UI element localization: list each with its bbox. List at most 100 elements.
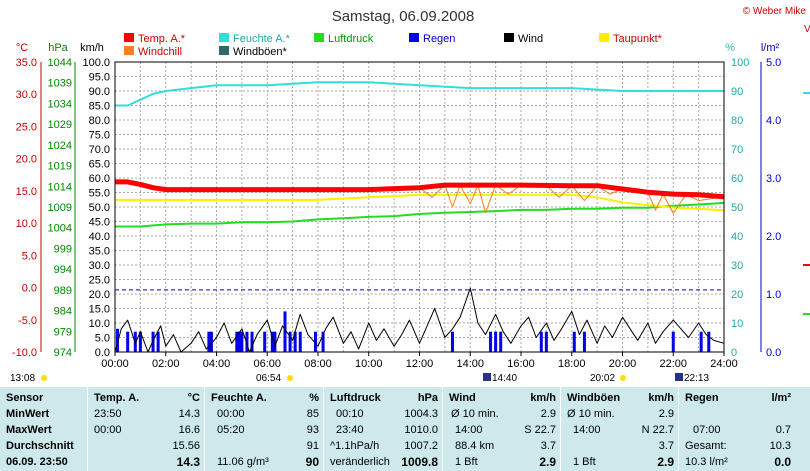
pressure-tick-label: 989 [54,285,72,297]
wind-tick-label: 75.0 [89,130,110,142]
humidity-tick-label: 40 [731,231,743,243]
temperature-line [115,179,725,200]
chart-title: Samstag, 06.09.2008 [332,8,475,25]
rain-bar [138,331,142,352]
wind-tick-label: 55.0 [89,188,110,200]
wind-axis-unit: km/h [80,42,104,54]
stats-wind-value: S 22.7 [524,424,556,436]
humidity-tick-label: 60 [731,173,743,185]
legend-swatch-rain [409,33,419,42]
wind-tick-label: 65.0 [89,159,110,171]
stats-rain-total: 10.3 l/m² [685,456,728,468]
stats-wind-label: Ø 10 min. [451,408,499,420]
legend-label-rain: Regen [423,33,455,45]
legend-swatch-windchill [124,46,134,55]
x-tick-label: 00:00 [101,358,129,370]
weather-chart: Samstag, 06.09.2008 © Weber Mike V °C hP… [10,6,810,384]
temp-tick-label: 30.0 [16,89,37,101]
stats-humidity-time: 05:20 [217,424,245,436]
pressure-tick-label: 1009 [48,202,72,214]
x-tick-label: 08:00 [304,358,332,370]
rain-bar [544,331,548,352]
temp-tick-label: 10.0 [16,218,37,230]
stats-wind-beaufort: 1 Bft [455,456,478,468]
stats-sensor-row: Durchschnitt [6,440,74,452]
stats-gusts-unit: km/h [648,392,674,404]
legend-swatch-dewpoint [599,33,609,42]
rain-bar [288,331,292,352]
temp-tick-label: 5.0 [22,250,37,262]
rain-bar [116,328,120,352]
stats-pressure-value: 1004.3 [404,408,438,420]
wind-tick-label: 30.0 [89,260,110,272]
stats-gusts-value: 2.9 [658,408,674,420]
humidity-tick-label: 10 [731,318,743,330]
rain-bar [313,331,317,352]
rain-bar [699,331,703,352]
pressure-tick-label: 999 [54,243,72,255]
rain-bar [321,331,325,352]
rain-bar [126,331,130,352]
rain-bar [707,331,711,352]
x-tick-label: 14:00 [456,358,484,370]
rain-tick-label: 2.0 [766,231,781,243]
pressure-tick-label: 1044 [48,57,72,69]
stats-gusts-header: Windböen [567,392,621,404]
stats-gusts-label: Ø 10 min. [567,408,615,420]
stats-col-humidity: Feuchte A. % 00:00 85 05:20 93 91 11.06 … [204,387,323,471]
stats-gusts-time: 14:00 [573,424,601,436]
rain-axis-unit: l/m² [761,42,780,54]
x-tick-label: 18:00 [558,358,586,370]
temp-tick-label: 0.0 [22,283,37,295]
humidity-tick-label: 20 [731,289,743,301]
stats-humidity-value: 93 [306,424,319,436]
temp-tick-label: 15.0 [16,186,37,198]
stats-col-wind: Wind km/h Ø 10 min. 2.9 14:00 S 22.7 88.… [442,387,560,471]
stats-pressure-unit: hPa [417,392,438,404]
stats-wind-value: 3.7 [540,440,556,452]
humidity-tick-label: 80 [731,115,743,127]
rain-bar [450,331,454,352]
wind-tick-label: 90.0 [89,86,110,98]
sunset-icon [620,375,626,381]
stats-temp-unit: °C [187,392,200,404]
stats-temp-value: 15.56 [172,440,200,452]
stats-sensor-header: Sensor [6,392,44,404]
rain-bar [237,331,241,352]
rain-bar [494,331,498,352]
stats-temp-header: Temp. A. [94,392,140,404]
temp-tick-label: 35.0 [16,57,37,69]
temp-axis-unit: °C [16,42,28,54]
wind-tick-label: 85.0 [89,101,110,113]
pressure-tick-label: 1019 [48,161,72,173]
wind-tick-label: 40.0 [89,231,110,243]
marker-wind-max-time: 14:40 [492,373,517,384]
x-tick-label: 16:00 [507,358,535,370]
stats-humidity-header: Feuchte A. [211,392,267,404]
stats-wind-value: 2.9 [539,455,556,469]
marker-sunrise-time: 06:54 [256,373,281,384]
wind-tick-label: 5.0 [95,333,110,345]
humidity-tick-label: 70 [731,144,743,156]
rain-bar [151,331,155,352]
wind-tick-label: 10.0 [89,318,110,330]
stats-gusts-beaufort: 1 Bft [573,456,596,468]
rain-tick-label: 1.0 [766,289,781,301]
rain-tick-label: 0.0 [766,347,781,359]
rain-bar [209,331,213,352]
stats-col-rain: Regen l/m² 07:00 0.7 Gesamt: 10.3 10.3 l… [678,387,795,471]
stats-pressure-trend: ^1.1hPa/h [330,440,380,452]
humidity-tick-label: 90 [731,86,743,98]
rain-bar [245,331,249,352]
rain-bar [156,331,160,352]
legend-label-temp: Temp. A.* [138,33,186,45]
rain-bar [582,331,586,352]
wind-tick-label: 25.0 [89,275,110,287]
wind-tick-label: 45.0 [89,217,110,229]
marker-left-time: 13:08 [10,373,35,384]
rain-bar [539,331,543,352]
x-tick-label: 10:00 [355,358,383,370]
temp-tick-label: -10.0 [12,347,37,359]
stats-rain-time: 07:00 [693,424,721,436]
humidity-tick-label: 0 [731,347,737,359]
